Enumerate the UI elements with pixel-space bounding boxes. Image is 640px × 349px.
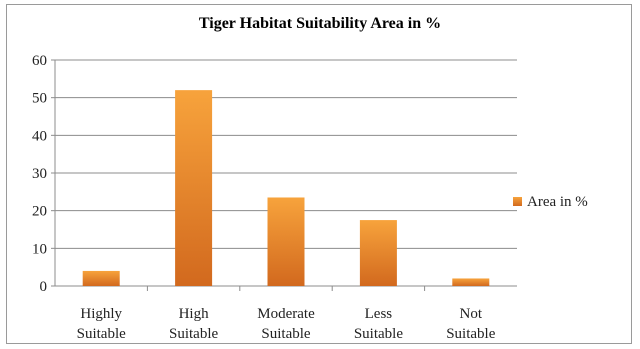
x-axis: Highly Suitable High Suitable Moderate Suitab… [77,286,496,342]
bars [82,90,490,286]
y-tick-label: 10 [32,241,47,257]
bar [359,220,397,286]
x-tick-label: High Suitable [169,306,219,342]
chart-title: Tiger Habitat Suitability Area in % [199,15,441,32]
x-tick-label: Less Suitable [354,306,404,342]
legend-swatch [513,197,522,206]
x-tick-label: Highly Suitable [77,306,127,342]
gridlines [55,59,517,287]
bar [452,278,490,286]
chart-frame [6,4,632,344]
y-tick-label: 40 [32,128,47,144]
bar [267,197,305,286]
legend: Area in % [513,194,588,210]
x-tick-label: Not Suitable [446,306,496,342]
y-tick-label: 30 [32,166,47,182]
y-tick-label: 50 [32,91,47,107]
y-tick-label: 60 [32,53,47,69]
x-tick-label: Moderate Suitable [257,306,315,342]
y-axis: 0 10 20 30 40 50 60 [32,53,56,295]
legend-label: Area in % [527,194,588,210]
bar [82,270,120,286]
y-tick-label: 0 [40,279,48,295]
y-tick-label: 20 [32,204,47,220]
bar [175,90,213,286]
